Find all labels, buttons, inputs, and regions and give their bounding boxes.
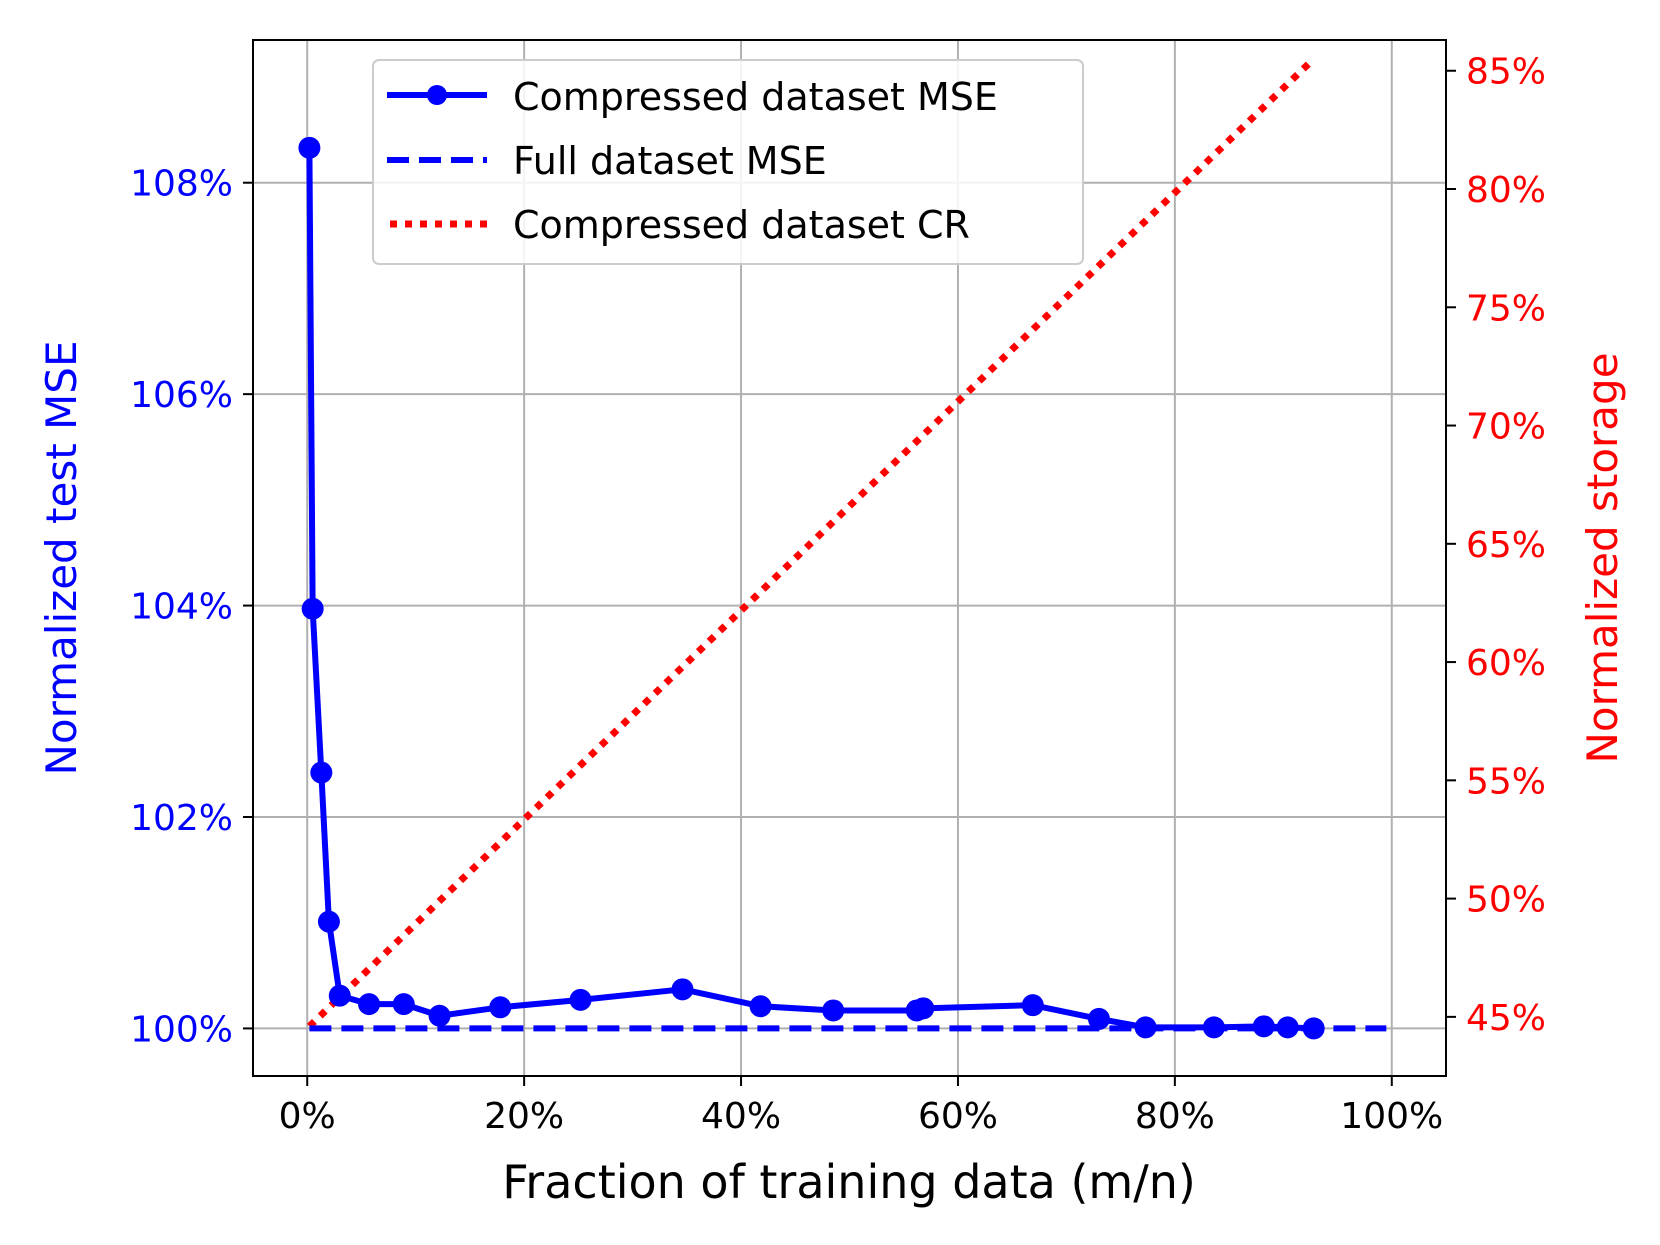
x-tick-label: 20% bbox=[484, 1096, 564, 1137]
left-y-tick-label: 108% bbox=[130, 164, 233, 205]
right-y-tick-label: 45% bbox=[1466, 998, 1546, 1039]
legend-box bbox=[372, 59, 1084, 265]
series-line-compressed-mse bbox=[306, 147, 1314, 1032]
left-y-axis-label: Normalized test MSE bbox=[37, 341, 86, 776]
mse-point bbox=[392, 993, 415, 1016]
mse-point bbox=[1134, 1016, 1157, 1039]
left-y-tick-label: 100% bbox=[130, 1009, 233, 1050]
mse-point bbox=[569, 988, 592, 1011]
mse-point bbox=[328, 984, 351, 1007]
plot-frame bbox=[252, 39, 1447, 1077]
mse-point bbox=[1252, 1015, 1275, 1038]
mse-point bbox=[310, 761, 333, 784]
x-tick-label: 80% bbox=[1135, 1096, 1215, 1137]
mse-point bbox=[301, 597, 324, 620]
right-y-tick-label: 55% bbox=[1466, 761, 1546, 802]
x-tick-label: 40% bbox=[701, 1096, 781, 1137]
mse-point bbox=[358, 993, 381, 1016]
right-y-axis-label: Normalized storage bbox=[1578, 352, 1627, 763]
right-y-tick-label: 75% bbox=[1466, 288, 1546, 329]
mse-point bbox=[749, 995, 772, 1018]
mse-point bbox=[1021, 994, 1044, 1017]
right-y-tick-label: 85% bbox=[1466, 52, 1546, 93]
x-tick-label: 60% bbox=[918, 1096, 998, 1137]
mse-point bbox=[428, 1004, 451, 1027]
mse-point bbox=[1087, 1007, 1110, 1030]
mse-point bbox=[671, 978, 694, 1001]
left-y-tick-label: 102% bbox=[130, 798, 233, 839]
mse-point bbox=[489, 996, 512, 1019]
legend-marker-mse bbox=[427, 85, 447, 105]
left-y-tick-label: 106% bbox=[130, 375, 233, 416]
mse-point bbox=[1302, 1017, 1325, 1040]
left-y-tick-label: 104% bbox=[130, 587, 233, 628]
mse-point bbox=[1276, 1016, 1299, 1039]
legend: Compressed dataset MSE Full dataset MSE … bbox=[372, 59, 1084, 265]
mse-point bbox=[822, 999, 845, 1022]
right-y-tick-label: 50% bbox=[1466, 880, 1546, 921]
legend-label-full: Full dataset MSE bbox=[513, 139, 827, 183]
x-axis-label: Fraction of training data (m/n) bbox=[502, 1155, 1196, 1209]
right-y-tick-label: 80% bbox=[1466, 170, 1546, 211]
x-tick-label: 0% bbox=[279, 1096, 336, 1137]
mse-point bbox=[317, 910, 340, 933]
mse-point bbox=[912, 997, 935, 1020]
plot-area bbox=[298, 56, 1387, 1040]
right-y-tick-label: 60% bbox=[1466, 643, 1546, 684]
legend-label-mse: Compressed dataset MSE bbox=[513, 75, 998, 119]
right-y-tick-label: 70% bbox=[1466, 407, 1546, 448]
right-y-tick-label: 65% bbox=[1466, 525, 1546, 566]
axes-ticks: 0% 20% 40% 60% 80% 100% 100% 102% 104% 106% 108% 45… bbox=[130, 52, 1546, 1137]
mse-point bbox=[298, 136, 321, 159]
legend-label-cr: Compressed dataset CR bbox=[513, 203, 970, 247]
mse-point bbox=[1202, 1016, 1225, 1039]
x-tick-label: 100% bbox=[1340, 1096, 1443, 1137]
